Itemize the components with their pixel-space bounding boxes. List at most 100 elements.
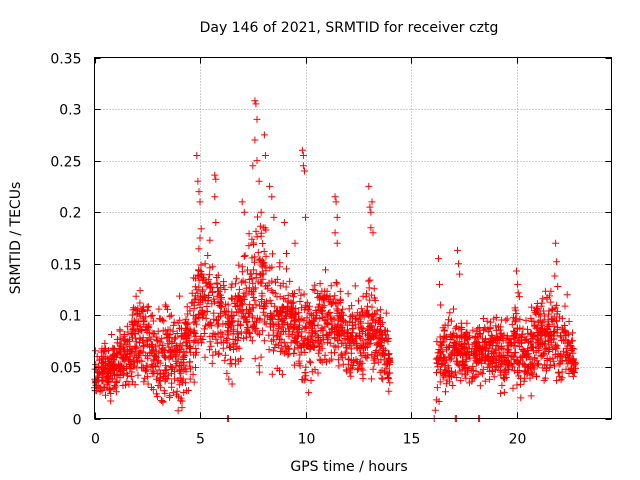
data-point xyxy=(572,365,579,373)
data-point xyxy=(169,389,177,397)
data-point xyxy=(276,367,283,375)
data-point xyxy=(540,307,548,315)
data-point xyxy=(221,356,229,364)
data-point xyxy=(238,198,246,206)
data-point xyxy=(537,352,545,360)
data-point xyxy=(101,339,109,347)
data-point xyxy=(332,279,340,286)
data-point xyxy=(508,320,516,328)
y-tick-label: 0.05 xyxy=(50,361,81,377)
data-point xyxy=(320,302,328,310)
data-point xyxy=(169,327,177,335)
data-point xyxy=(263,282,271,290)
data-point xyxy=(503,332,511,340)
data-point xyxy=(344,329,352,337)
data-point xyxy=(379,344,387,352)
data-point xyxy=(470,374,478,382)
data-point xyxy=(291,323,299,331)
data-point xyxy=(383,335,391,343)
data-point xyxy=(204,321,212,328)
data-point xyxy=(497,332,505,340)
data-point xyxy=(128,311,136,319)
data-point xyxy=(241,278,249,286)
data-point xyxy=(554,283,562,290)
data-point xyxy=(194,289,202,297)
data-point xyxy=(116,340,124,348)
data-point xyxy=(140,342,148,350)
data-point xyxy=(94,382,102,390)
data-point xyxy=(374,352,381,360)
data-point xyxy=(266,296,274,304)
data-point xyxy=(150,330,158,338)
data-point xyxy=(250,266,258,274)
data-point xyxy=(445,364,453,372)
data-point xyxy=(268,370,276,378)
data-point xyxy=(262,298,270,306)
data-point xyxy=(132,334,140,342)
data-point xyxy=(505,336,513,343)
data-point xyxy=(497,342,505,350)
data-point xyxy=(297,291,305,299)
data-point xyxy=(556,353,564,360)
data-point xyxy=(140,378,148,386)
data-point xyxy=(295,324,303,332)
data-point xyxy=(520,347,528,355)
data-point xyxy=(527,392,535,400)
data-point xyxy=(534,305,542,313)
axis-ticks: 0 0.05 0.1 0.15 0.2 0.25 0.3 0.35 0 5 10 15 20 xyxy=(50,52,612,448)
data-point xyxy=(206,346,213,354)
data-point xyxy=(349,337,357,345)
data-point xyxy=(198,308,206,316)
data-point xyxy=(211,193,219,201)
data-point xyxy=(376,306,384,314)
data-point xyxy=(295,309,303,317)
data-point xyxy=(223,339,231,347)
data-point xyxy=(296,351,304,359)
data-point xyxy=(186,375,194,383)
data-point xyxy=(229,336,237,343)
data-point xyxy=(150,356,158,364)
data-point xyxy=(278,304,286,312)
data-point xyxy=(518,346,526,353)
data-point xyxy=(321,317,329,325)
data-point xyxy=(445,316,452,324)
data-point xyxy=(320,336,328,344)
data-point xyxy=(463,364,471,372)
data-point xyxy=(378,341,386,349)
data-point xyxy=(336,287,344,295)
data-point xyxy=(541,287,549,295)
data-point xyxy=(363,310,371,318)
data-point xyxy=(301,369,309,376)
data-point xyxy=(202,278,210,286)
data-point xyxy=(367,224,375,232)
data-point xyxy=(139,334,147,342)
data-point xyxy=(557,333,565,341)
data-point xyxy=(368,324,375,332)
data-point xyxy=(235,286,243,294)
data-point xyxy=(195,283,203,291)
data-point xyxy=(352,356,360,364)
data-point xyxy=(219,344,227,352)
data-point xyxy=(370,285,378,293)
data-point xyxy=(548,316,556,323)
data-point xyxy=(295,286,303,294)
data-point xyxy=(209,263,217,271)
data-point xyxy=(249,162,257,170)
data-point xyxy=(206,332,214,340)
data-point xyxy=(346,369,354,377)
data-point xyxy=(359,292,367,300)
data-point xyxy=(300,290,308,298)
data-point xyxy=(186,325,194,333)
data-point xyxy=(446,336,454,343)
data-point xyxy=(349,362,357,369)
data-point xyxy=(457,377,465,385)
data-point xyxy=(217,294,225,301)
data-point xyxy=(132,292,140,300)
data-point xyxy=(109,346,117,354)
data-point xyxy=(274,320,282,328)
data-point xyxy=(540,349,548,357)
data-point xyxy=(282,283,290,291)
data-point xyxy=(108,358,116,365)
data-point xyxy=(318,307,326,315)
data-point xyxy=(314,321,322,329)
